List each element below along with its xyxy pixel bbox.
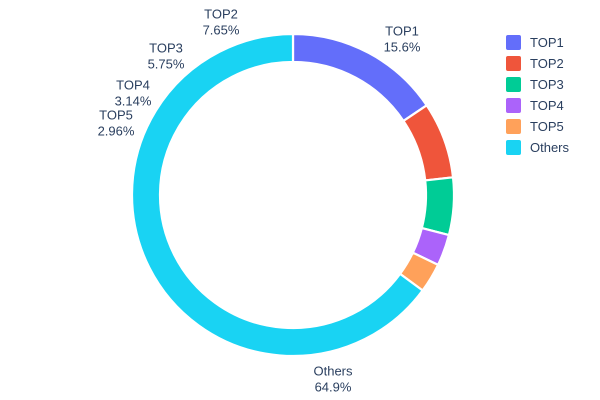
slice-percent-others: 64.9% <box>315 379 352 394</box>
legend-item-top1[interactable]: TOP1 <box>506 32 596 53</box>
legend-swatch-icon <box>506 119 521 134</box>
chart-legend: TOP1 TOP2 TOP3 TOP4 TOP5 Others <box>506 32 596 158</box>
donut-slice-top3[interactable] <box>420 176 456 237</box>
legend-item-top3[interactable]: TOP3 <box>506 74 596 95</box>
legend-swatch-icon <box>506 56 521 71</box>
legend-swatch-icon <box>506 140 521 155</box>
legend-item-others[interactable]: Others <box>506 137 596 158</box>
donut-slices-group <box>130 32 456 358</box>
slice-label-top5: TOP5 <box>99 107 133 122</box>
legend-swatch-icon <box>506 98 521 113</box>
slice-percent-top5: 2.96% <box>98 123 135 138</box>
legend-item-label: Others <box>530 140 570 155</box>
slice-label-top2: TOP2 <box>204 6 238 21</box>
slice-percent-top2: 7.65% <box>203 22 240 37</box>
legend-item-top5[interactable]: TOP5 <box>506 116 596 137</box>
legend-item-label: TOP2 <box>530 56 564 71</box>
legend-item-label: TOP4 <box>530 98 564 113</box>
slice-percent-top4: 3.14% <box>115 93 152 108</box>
slice-label-top3: TOP3 <box>149 40 183 55</box>
legend-item-label: TOP1 <box>530 35 564 50</box>
legend-item-top4[interactable]: TOP4 <box>506 95 596 116</box>
legend-swatch-icon <box>506 35 521 50</box>
slice-label-others: Others <box>313 363 353 378</box>
donut-slice-top2[interactable] <box>402 104 455 182</box>
slice-label-top4: TOP4 <box>116 77 150 92</box>
slice-label-top1: TOP1 <box>385 23 419 38</box>
slice-percent-top1: 15.6% <box>384 39 421 54</box>
legend-swatch-icon <box>506 77 521 92</box>
slice-percent-top3: 5.75% <box>148 56 185 71</box>
donut-slice-others[interactable] <box>130 32 424 358</box>
legend-item-label: TOP5 <box>530 119 564 134</box>
legend-item-top2[interactable]: TOP2 <box>506 53 596 74</box>
legend-item-label: TOP3 <box>530 77 564 92</box>
